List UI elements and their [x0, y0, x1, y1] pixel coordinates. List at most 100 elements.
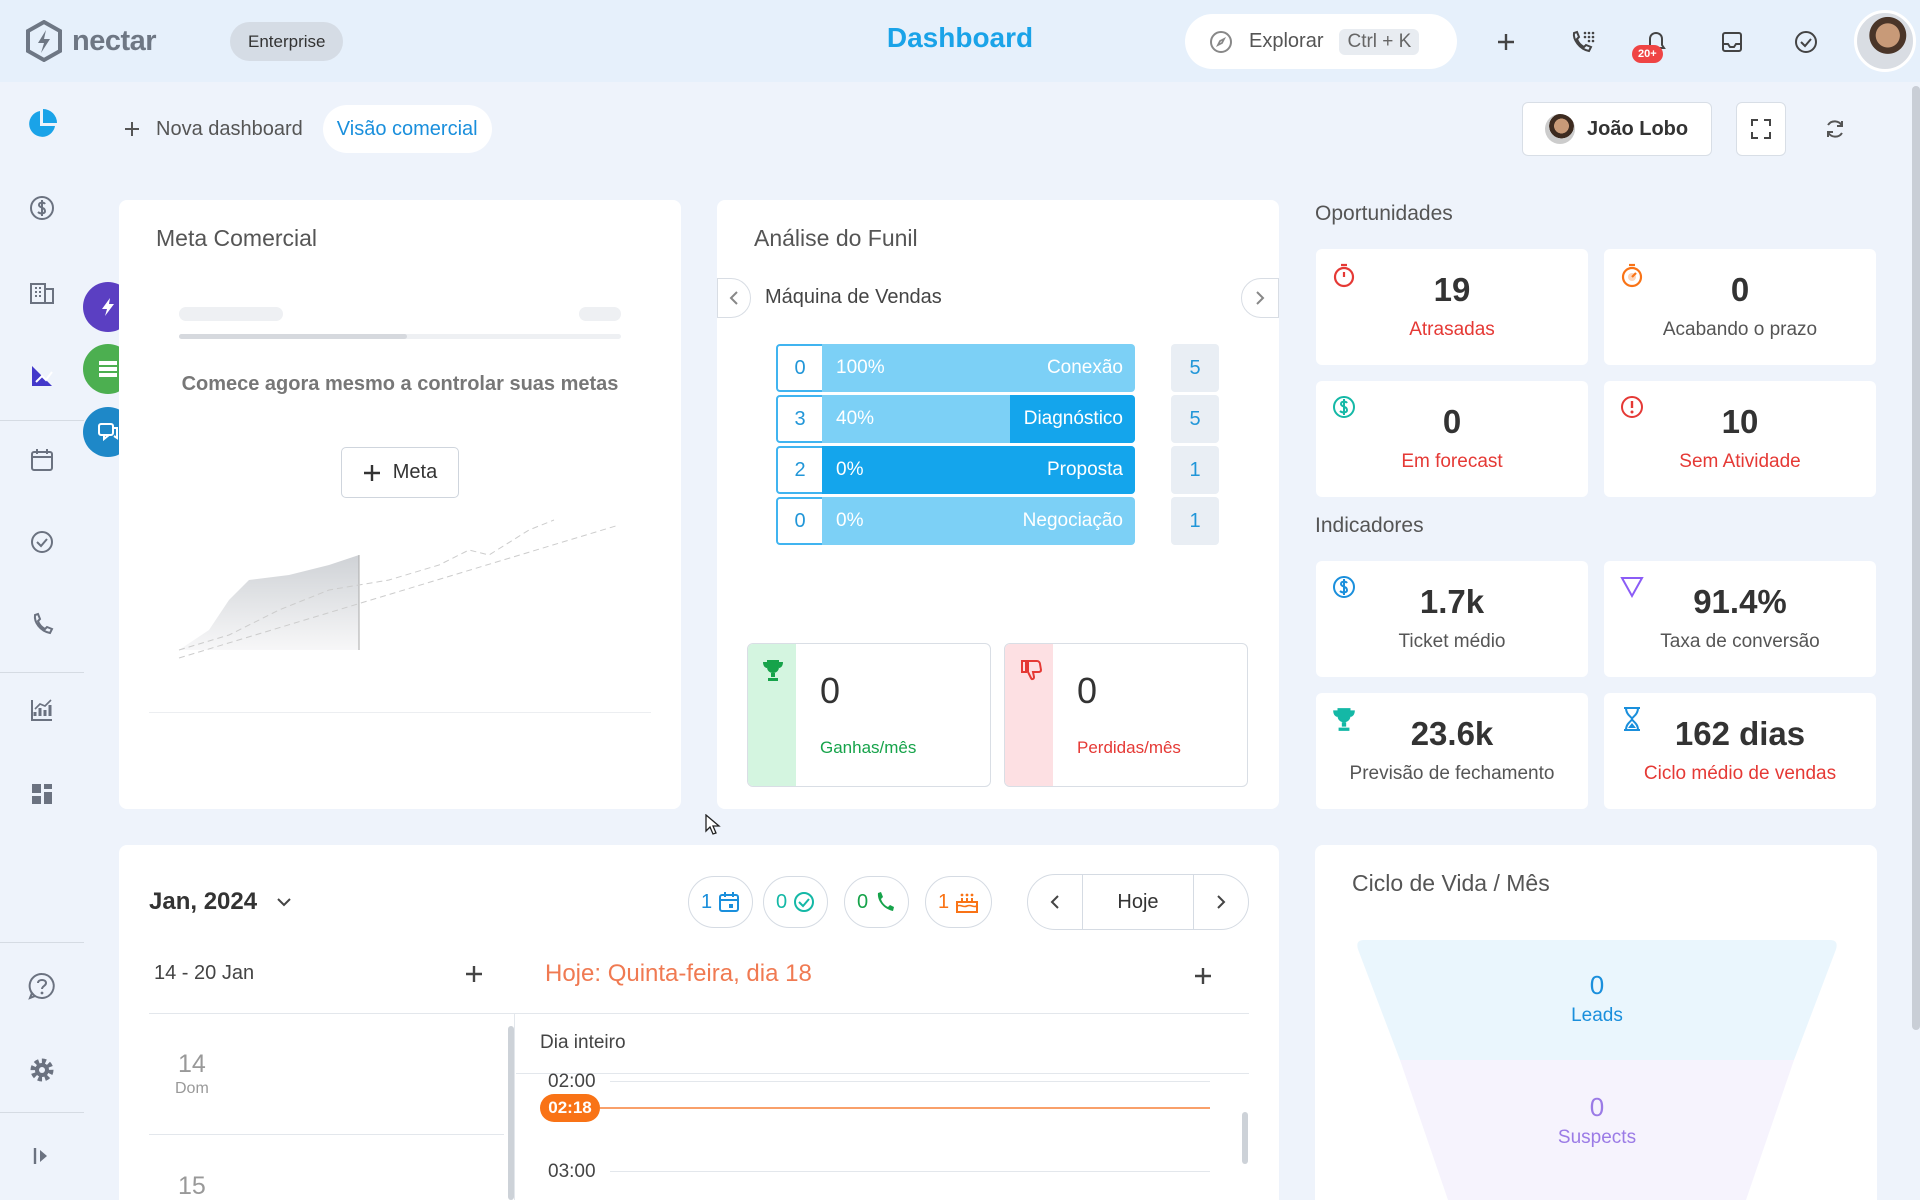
- day-scrollbar[interactable]: [1242, 1112, 1248, 1164]
- funnel-pipeline-name: Máquina de Vendas: [765, 286, 942, 308]
- page-scrollbar[interactable]: [1912, 86, 1920, 1030]
- tab-visao-comercial[interactable]: Visão comercial: [322, 105, 492, 153]
- funnel-prev-button[interactable]: [717, 278, 751, 318]
- stat-ticket-medio[interactable]: 1.7k Ticket médio: [1316, 561, 1588, 677]
- sidebar-item-widgets[interactable]: [24, 776, 60, 812]
- birthdays-count: 1: [938, 890, 950, 913]
- phone-dialer-button[interactable]: [1564, 24, 1600, 60]
- sidebar-item-tasks[interactable]: [24, 524, 60, 560]
- stat-previsao-fechamento[interactable]: 23.6k Previsão de fechamento: [1316, 693, 1588, 809]
- user-avatar[interactable]: [1854, 10, 1916, 72]
- sidebar-item-help[interactable]: [24, 968, 60, 1004]
- sidebar-item-calendar[interactable]: [24, 442, 60, 478]
- expand-sidebar-icon: [33, 1148, 47, 1164]
- brand-name: nectar: [72, 24, 157, 57]
- calls-filter-chip[interactable]: 0: [844, 876, 910, 928]
- stat-label: Ciclo médio de vendas: [1643, 763, 1837, 784]
- phone-dialpad-icon: [1572, 30, 1595, 53]
- plus-icon: [363, 464, 380, 481]
- chevron-left-icon: [729, 291, 738, 305]
- inbox-icon: [1722, 32, 1742, 52]
- sidebar-item-reports[interactable]: [24, 358, 60, 394]
- sidebar-item-opportunities[interactable]: [24, 190, 60, 226]
- refresh-button[interactable]: [1810, 102, 1860, 156]
- hour-line: [610, 1081, 1210, 1082]
- funnel-stage-row[interactable]: 2 0% Proposta: [776, 446, 1220, 494]
- funnel-stage-row[interactable]: 0 100% Conexão: [776, 344, 1220, 392]
- add-week-event-button[interactable]: [464, 964, 484, 989]
- all-day-divider: [516, 1073, 1249, 1074]
- dollar-circle-icon: [1330, 393, 1358, 421]
- sidebar-item-companies[interactable]: [24, 274, 60, 310]
- hour-label: 03:00: [548, 1161, 596, 1182]
- stat-sem-atividade[interactable]: 10 Sem Atividade: [1604, 381, 1876, 497]
- dashboard-tabs: Nova dashboard Visão comercial: [110, 104, 492, 154]
- phone-icon: [33, 612, 54, 635]
- funnel-stage-name: Conexão: [1046, 357, 1123, 378]
- funnel-stage-row[interactable]: 3 40% Diagnóstico: [776, 395, 1220, 443]
- fullscreen-button[interactable]: [1736, 102, 1786, 156]
- explore-shortcut: Ctrl + K: [1339, 28, 1420, 55]
- new-dashboard-tab[interactable]: Nova dashboard: [110, 105, 317, 153]
- inbox-button[interactable]: [1714, 24, 1750, 60]
- stat-ciclo-medio[interactable]: 162 dias Ciclo médio de vendas: [1604, 693, 1876, 809]
- calendar-prev-button[interactable]: [1027, 874, 1083, 930]
- sidebar-item-dashboard[interactable]: [24, 106, 60, 142]
- stat-label: Sem Atividade: [1679, 451, 1801, 472]
- plus-icon: [125, 122, 139, 136]
- sidebar: [0, 82, 84, 1200]
- funnel-stage-fill: [1009, 395, 1135, 443]
- stat-label: Ticket médio: [1398, 631, 1506, 652]
- birthdays-filter-chip[interactable]: 1: [925, 876, 993, 928]
- sidebar-divider: [0, 672, 84, 673]
- nectar-logo-icon: [26, 20, 62, 62]
- stat-taxa-conversao[interactable]: 91.4% Taxa de conversão: [1604, 561, 1876, 677]
- pie-chart-icon: [29, 109, 57, 137]
- stat-value: 0: [1730, 271, 1750, 308]
- stat-value: 162 dias: [1674, 715, 1806, 752]
- meta-empty-text: Comece agora mesmo a controlar suas meta…: [181, 373, 619, 395]
- stat-acabando-prazo[interactable]: 0 Acabando o prazo: [1604, 249, 1876, 365]
- today-button[interactable]: Hoje: [1083, 874, 1193, 930]
- funnel-card-title: Análise do Funil: [754, 225, 918, 251]
- month-selector[interactable]: Jan, 2024: [149, 888, 291, 916]
- tasks-button[interactable]: [1788, 24, 1824, 60]
- cake-icon: [956, 893, 979, 913]
- tasks-filter-chip[interactable]: 0: [763, 876, 829, 928]
- week-scrollbar[interactable]: [508, 1026, 514, 1200]
- funnel-next-button[interactable]: [1241, 278, 1279, 318]
- funnel-stage-percent: 100%: [836, 357, 885, 378]
- funnel-stage-row[interactable]: 0 0% Negociação: [776, 497, 1220, 545]
- events-filter-chip[interactable]: 1: [688, 876, 754, 928]
- add-button[interactable]: [1488, 24, 1524, 60]
- add-day-event-button[interactable]: [1193, 966, 1213, 991]
- calls-count: 0: [857, 890, 869, 913]
- funnel-stage-fill: [822, 446, 1135, 494]
- placeholder-bar: [579, 307, 621, 321]
- current-time-badge: 02:18: [540, 1094, 600, 1122]
- dollar-circle-icon: [1330, 573, 1358, 601]
- calendar-icon: [719, 892, 740, 912]
- top-bar: nectar Enterprise Dashboard Explorar Ctr…: [0, 0, 1920, 82]
- funnel-stage-bar: 0% Negociação: [822, 497, 1135, 545]
- calendar-next-button[interactable]: [1193, 874, 1249, 930]
- explore-search[interactable]: Explorar Ctrl + K: [1185, 14, 1457, 69]
- stat-atrasadas[interactable]: 19 Atrasadas: [1316, 249, 1588, 365]
- stat-label: Em forecast: [1401, 451, 1503, 472]
- user-filter-button[interactable]: João Lobo: [1522, 102, 1712, 156]
- card-divider: [149, 712, 651, 713]
- stat-value: 91.4%: [1693, 583, 1787, 620]
- sidebar-item-settings[interactable]: [24, 1052, 60, 1088]
- funnel-stage-count: 3: [776, 395, 824, 443]
- funnel-stage-bar: 100% Conexão: [822, 344, 1135, 392]
- lost-card: 0 Perdidas/mês: [1004, 643, 1248, 787]
- sidebar-expand-button[interactable]: [24, 1138, 60, 1174]
- stat-value: 19: [1433, 271, 1471, 308]
- brand-logo[interactable]: nectar: [24, 20, 157, 62]
- sidebar-item-calls[interactable]: [24, 606, 60, 642]
- stat-em-forecast[interactable]: 0 Em forecast: [1316, 381, 1588, 497]
- day-number: 14: [178, 1050, 206, 1078]
- all-day-label: Dia inteiro: [540, 1032, 626, 1053]
- sidebar-item-analytics[interactable]: [24, 692, 60, 728]
- add-meta-button[interactable]: Meta: [341, 447, 459, 498]
